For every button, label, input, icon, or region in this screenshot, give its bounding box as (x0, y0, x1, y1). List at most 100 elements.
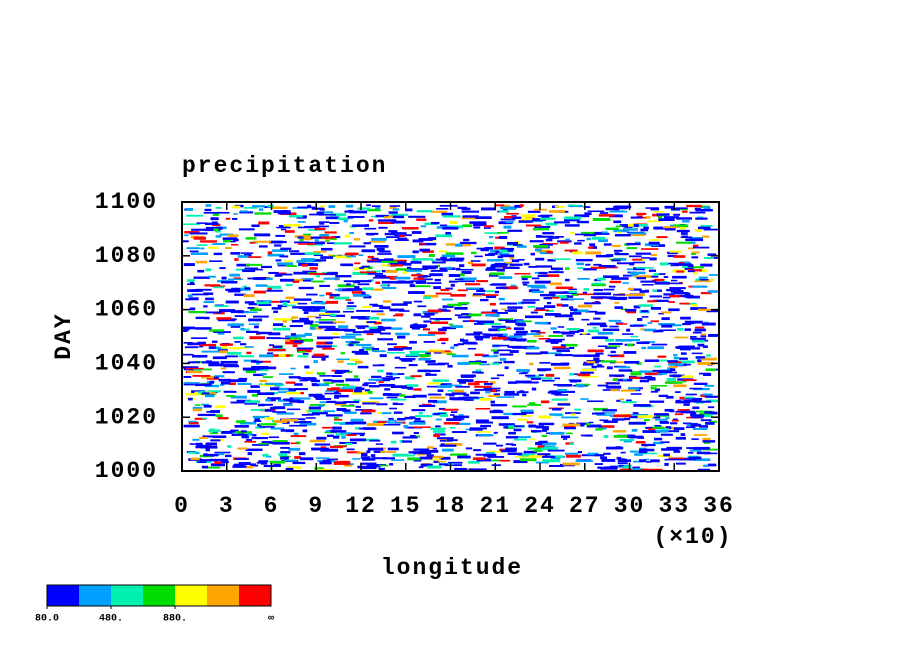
precip-streak (577, 451, 583, 454)
precip-streak (273, 406, 286, 410)
precip-streak (547, 449, 565, 452)
precip-streak (459, 277, 477, 281)
precip-streak (389, 219, 395, 222)
precip-streak (618, 366, 631, 369)
precip-streak (564, 426, 576, 430)
precip-streak (708, 420, 718, 423)
precip-streak (704, 452, 718, 455)
precip-streak (432, 430, 445, 433)
precip-streak (509, 256, 514, 260)
precip-streak (356, 309, 371, 312)
precip-streak (459, 241, 477, 245)
precip-streak (439, 444, 457, 447)
precip-streak (246, 438, 252, 442)
precip-streak (361, 291, 366, 295)
precip-streak (669, 422, 678, 425)
precip-streak (458, 468, 467, 471)
precip-streak (357, 365, 369, 369)
precip-streak (697, 343, 705, 347)
precip-streak (329, 293, 340, 297)
precip-streak (248, 318, 263, 322)
precip-streak (561, 331, 575, 335)
precip-streak (601, 458, 616, 462)
precip-streak (333, 418, 343, 421)
precip-streak (291, 279, 305, 281)
precip-streak (326, 458, 339, 461)
precip-streak (578, 304, 593, 308)
precip-streak (281, 240, 287, 244)
precip-streak (311, 280, 325, 283)
precip-streak (196, 222, 208, 224)
precip-streak (461, 216, 479, 220)
precip-streak (464, 283, 481, 286)
precip-streak (344, 328, 356, 332)
precip-streak (474, 389, 493, 391)
precip-streak (598, 425, 615, 428)
precip-streak (674, 413, 684, 416)
precip-streak (583, 268, 597, 271)
precip-streak (353, 399, 361, 402)
precip-streak (183, 327, 190, 331)
precip-streak (324, 382, 334, 384)
precip-streak (384, 216, 390, 219)
precip-streak (445, 393, 454, 396)
precip-streak (340, 387, 356, 390)
precip-streak (680, 232, 688, 235)
precip-streak (706, 354, 711, 357)
precip-streak (532, 227, 549, 231)
precip-streak (289, 424, 308, 427)
precip-streak (510, 284, 517, 288)
precip-streak (462, 215, 479, 218)
precip-streak (483, 323, 502, 325)
precip-streak (619, 468, 636, 471)
precip-streak (551, 398, 568, 401)
precip-streak (319, 461, 332, 465)
precip-streak (409, 435, 416, 437)
precip-streak (256, 360, 271, 363)
precip-streak (630, 293, 645, 297)
precip-streak (334, 396, 340, 399)
precip-streak (297, 355, 309, 358)
precip-streak (309, 439, 326, 443)
precip-streak (631, 428, 638, 432)
precip-streak (402, 440, 413, 443)
precip-streak (412, 394, 427, 398)
precip-streak (426, 385, 439, 388)
precip-streak (447, 389, 456, 392)
precip-streak (667, 254, 677, 257)
precip-streak (317, 383, 329, 387)
precip-streak (186, 247, 200, 250)
precip-streak (311, 383, 318, 386)
precip-streak (366, 423, 385, 426)
precip-streak (514, 204, 522, 208)
precip-streak (683, 403, 690, 406)
precip-streak (314, 241, 325, 245)
precip-streak (384, 232, 396, 236)
precip-streak (266, 352, 274, 355)
precip-streak (394, 239, 409, 241)
precip-streak (387, 343, 397, 346)
precip-streak (429, 396, 446, 399)
precip-streak (413, 313, 422, 317)
precip-streak (688, 452, 694, 454)
precip-streak (671, 279, 678, 282)
precip-streak (253, 360, 263, 363)
precip-streak (371, 347, 380, 351)
precip-streak (204, 229, 221, 232)
precip-streak (293, 340, 304, 343)
precip-streak (375, 206, 381, 210)
precip-streak (320, 448, 339, 452)
precip-streak (352, 271, 368, 275)
precip-streak (650, 459, 660, 463)
precip-streak (697, 359, 702, 363)
precip-streak (544, 445, 556, 448)
precip-streak (587, 400, 604, 403)
precip-streak (292, 344, 298, 348)
precip-streak (617, 462, 628, 465)
precip-streak (480, 424, 492, 428)
precip-streak (487, 242, 494, 245)
precip-streak (230, 310, 244, 314)
precip-streak (229, 273, 241, 277)
precip-streak (552, 346, 567, 349)
precip-streak (581, 318, 590, 321)
